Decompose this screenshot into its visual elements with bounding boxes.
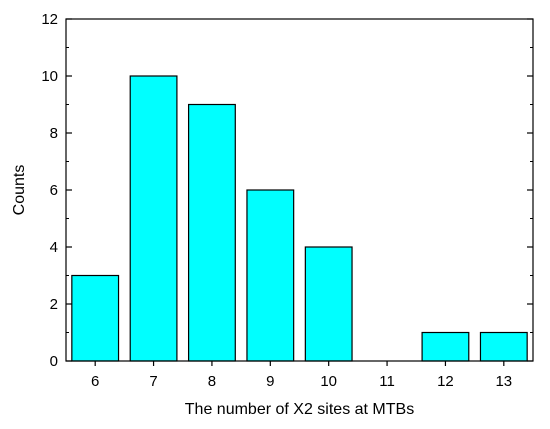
y-tick-label: 10 [41,68,58,85]
x-axis-ticks: 6 7 8 9 10 11 12 13 [91,361,512,390]
y-tick-label: 12 [41,11,58,28]
y-tick-label: 8 [50,125,58,142]
x-tick-label: 11 [379,373,395,390]
x-tick-label: 6 [91,373,99,390]
bar-9 [246,189,295,362]
bar-8 [187,103,236,362]
y-axis-label: Counts [11,165,28,216]
y-tick-label: 6 [50,182,58,199]
x-tick-label: 13 [495,373,512,390]
bars-group [71,75,528,362]
x-tick-label: 9 [266,373,274,390]
x-tick-label: 12 [437,373,454,390]
bar-6 [71,274,120,362]
x-tick-label: 10 [320,373,337,390]
y-axis-ticks: 0 2 4 6 8 10 12 [41,11,533,370]
x-axis-label: The number of X2 sites at MTBs [185,401,414,418]
x-tick-label: 7 [149,373,157,390]
y-tick-label: 2 [50,296,58,313]
bar-10 [304,246,353,362]
bar-7 [129,75,178,362]
bar-13 [479,331,528,362]
y-tick-label: 0 [50,353,58,370]
y-tick-label: 4 [50,239,58,256]
x-tick-label: 8 [208,373,216,390]
bar-12 [421,331,470,362]
